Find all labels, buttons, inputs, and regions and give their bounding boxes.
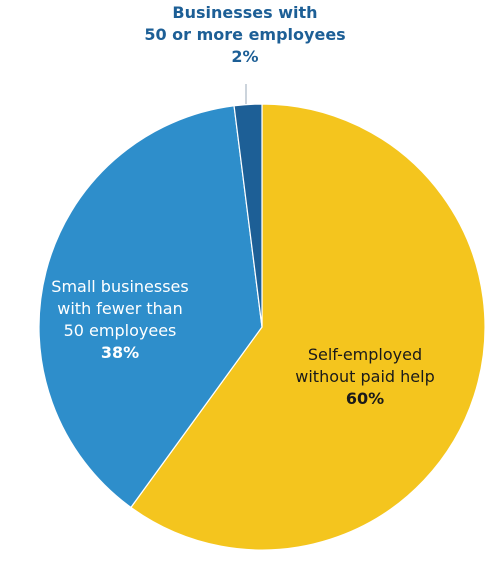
label-small-line-3: 50 employees — [63, 321, 177, 340]
label-small-value: 38% — [100, 343, 140, 362]
label-self-line-2: without paid help — [295, 367, 435, 386]
pie-slice-large-businesses — [233, 103, 263, 328]
label-small-line-2: with fewer than — [57, 299, 183, 318]
label-self-line-1: Self-employed — [307, 345, 423, 364]
label-small-line-1: Small businesses — [51, 277, 189, 296]
label-large-line-2: 50 or more employees — [144, 25, 346, 44]
pie-slice-self-employed — [130, 103, 486, 551]
pie-slices — [38, 103, 486, 551]
label-self-value: 60% — [345, 389, 385, 408]
label-large-value: 2% — [231, 47, 259, 66]
label-self-employed: Self-employed without paid help 60% — [275, 344, 455, 410]
pie-slice-small-businesses — [38, 105, 263, 509]
label-small-businesses: Small businesses with fewer than 50 empl… — [40, 276, 200, 364]
label-large-line-1: Businesses with — [172, 3, 318, 22]
label-large-businesses: Businesses with 50 or more employees 2% — [95, 2, 395, 68]
